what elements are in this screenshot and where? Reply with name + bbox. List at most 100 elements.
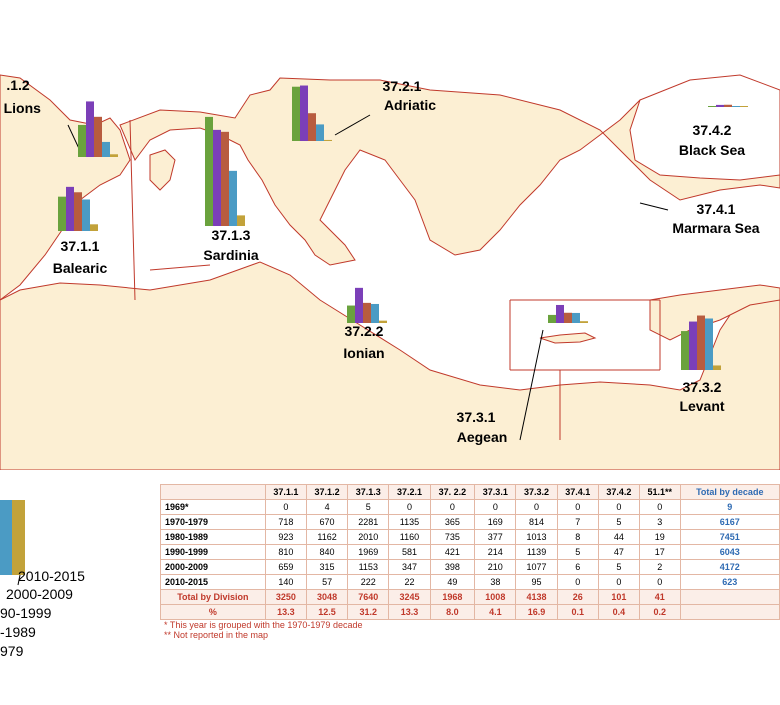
table-row: 1980-1989 923 1162 2010 1160 735 377 1013 8 44 19 7…: [160, 529, 780, 545]
pct-cell: 0.1: [556, 604, 599, 620]
table-row: 1990-1999 810 840 1969 581 421 214 1139 5 47 17 604…: [160, 544, 780, 560]
table-cell: 0: [639, 574, 681, 590]
legend-2010-2015: 2010-2015: [18, 568, 85, 584]
bar-37-4-2-0: [708, 106, 716, 107]
table-cell: 2281: [347, 514, 390, 530]
pct-cell: 31.2: [347, 604, 390, 620]
legend-1970-1979: 979: [0, 643, 24, 659]
area-name-37-4-1: Marmara Sea: [672, 220, 759, 236]
bar-37-2-1-2: [308, 113, 316, 141]
land-north: [119, 77, 780, 266]
tot-cell: 4138: [515, 589, 558, 605]
bar-37-2-1-0: [292, 86, 300, 141]
pct-cell: 16.9: [515, 604, 558, 620]
tot-label: Total by Division: [160, 589, 266, 605]
table-cell: 377: [474, 529, 517, 545]
bar-37-3-1-1: [556, 304, 564, 323]
bar-37-3-2-4: [713, 365, 721, 370]
table-cell: 718: [264, 514, 307, 530]
legend-1990-1999: 90-1999: [0, 605, 52, 621]
table-cell: 0: [264, 499, 307, 515]
decade-total: 6043: [679, 544, 780, 560]
bar-37-3-2-1: [689, 321, 697, 370]
bar-37-4-2-2: [724, 104, 732, 107]
area-labels: .1.2 f Lions 37.2.1 Adriatic 37.4.2 Black Sea…: [0, 77, 760, 445]
tot-cell: 7640: [347, 589, 390, 605]
row-label: 2000-2009: [160, 559, 266, 575]
table-cell: 2: [639, 559, 681, 575]
bar-37-3-2-2: [697, 315, 705, 370]
table-cell: 315: [305, 559, 349, 575]
table-cell: 0: [429, 499, 476, 515]
bar-37-1-3-1: [213, 129, 221, 226]
area-name-37-3-2: Levant: [679, 398, 724, 414]
bar-37-1-2-0: [78, 124, 86, 157]
land-crete: [539, 332, 597, 344]
table-header-row: 37.1.1 37.1.2 37.1.3 37.2.1 37. 2.2 37.3.1 37.…: [160, 484, 780, 500]
tot-cell: 3048: [305, 589, 349, 605]
table-cell: 1013: [515, 529, 558, 545]
row-label: 1980-1989: [160, 529, 266, 545]
tot-cell: 1968: [429, 589, 476, 605]
tot-cell: 1008: [474, 589, 517, 605]
bar-37-3-1-0: [548, 314, 556, 323]
table-header-cell: 37.1.3: [347, 484, 390, 500]
table-cell: 57: [305, 574, 349, 590]
table-cell: 0: [597, 499, 641, 515]
pct-cell: 13.3: [388, 604, 431, 620]
table-row: 1969* 0 4 5 0 0 0 0 0 0 0 9: [160, 499, 780, 515]
table-cell: 735: [429, 529, 476, 545]
land-south: [0, 261, 780, 470]
table-cell: 5: [347, 499, 390, 515]
area-code-37-3-2: 37.3.2: [683, 379, 722, 395]
table-cell: 5: [597, 559, 641, 575]
bar-37-3-1-2: [564, 312, 572, 323]
table-cell: 0: [388, 499, 431, 515]
table-cell: 5: [597, 514, 641, 530]
row-label: 1970-1979: [160, 514, 266, 530]
row-label: 1969*: [160, 499, 266, 515]
bar-37-2-2-4: [379, 320, 387, 323]
bar-37-1-2-3: [102, 141, 110, 157]
area-code-37-1-2: .1.2: [6, 77, 30, 93]
bar-chart-37-1-1: [58, 186, 98, 231]
area-name-37-1-3: Sardinia: [203, 247, 258, 263]
bar-37-1-3-3: [229, 170, 237, 226]
bar-37-4-2-1: [716, 104, 724, 107]
decade-total: 4172: [679, 559, 780, 575]
bar-37-3-1-4: [580, 321, 588, 323]
area-code-37-2-1: 37.2.1: [383, 78, 422, 94]
table-cell: 670: [305, 514, 349, 530]
bar-37-2-2-0: [347, 305, 355, 323]
table-cell: 1969: [347, 544, 390, 560]
pct-empty: [679, 604, 780, 620]
bar-37-3-2-0: [681, 331, 689, 370]
table-header-cell: 37. 2.2: [429, 484, 476, 500]
table-cell: 814: [515, 514, 558, 530]
table-cell: 0: [515, 499, 558, 515]
table-cell: 1077: [515, 559, 558, 575]
bar-chart-37-2-1: [292, 85, 332, 141]
table-cell: 4: [305, 499, 349, 515]
pct-cell: 0.2: [639, 604, 681, 620]
table-cell: 222: [347, 574, 390, 590]
bar-chart-37-3-1: [548, 304, 588, 323]
table-cell: 1135: [388, 514, 431, 530]
bar-37-1-3-4: [237, 215, 245, 226]
table-cell: 6: [556, 559, 599, 575]
area-name-37-3-1: Aegean: [457, 429, 508, 445]
area-name-37-1-1: Balearic: [53, 260, 108, 276]
tot-cell: 3250: [264, 589, 307, 605]
table-header-cell: Total by decade: [679, 484, 780, 500]
tot-row: Total by Division 3250 3048 7640 3245 1968 100…: [160, 589, 780, 605]
table-cell: 347: [388, 559, 431, 575]
area-code-37-1-1: 37.1.1: [61, 238, 100, 254]
land-sardinia: [149, 149, 176, 191]
bar-37-3-1-3: [572, 312, 580, 323]
bar-37-2-1-4: [324, 139, 332, 141]
bar-charts: [58, 85, 748, 370]
table-cell: 44: [597, 529, 641, 545]
bar-37-2-2-1: [355, 287, 363, 323]
area-code-37-4-1: 37.4.1: [697, 201, 736, 217]
table-header-cell: 37.3.2: [515, 484, 558, 500]
